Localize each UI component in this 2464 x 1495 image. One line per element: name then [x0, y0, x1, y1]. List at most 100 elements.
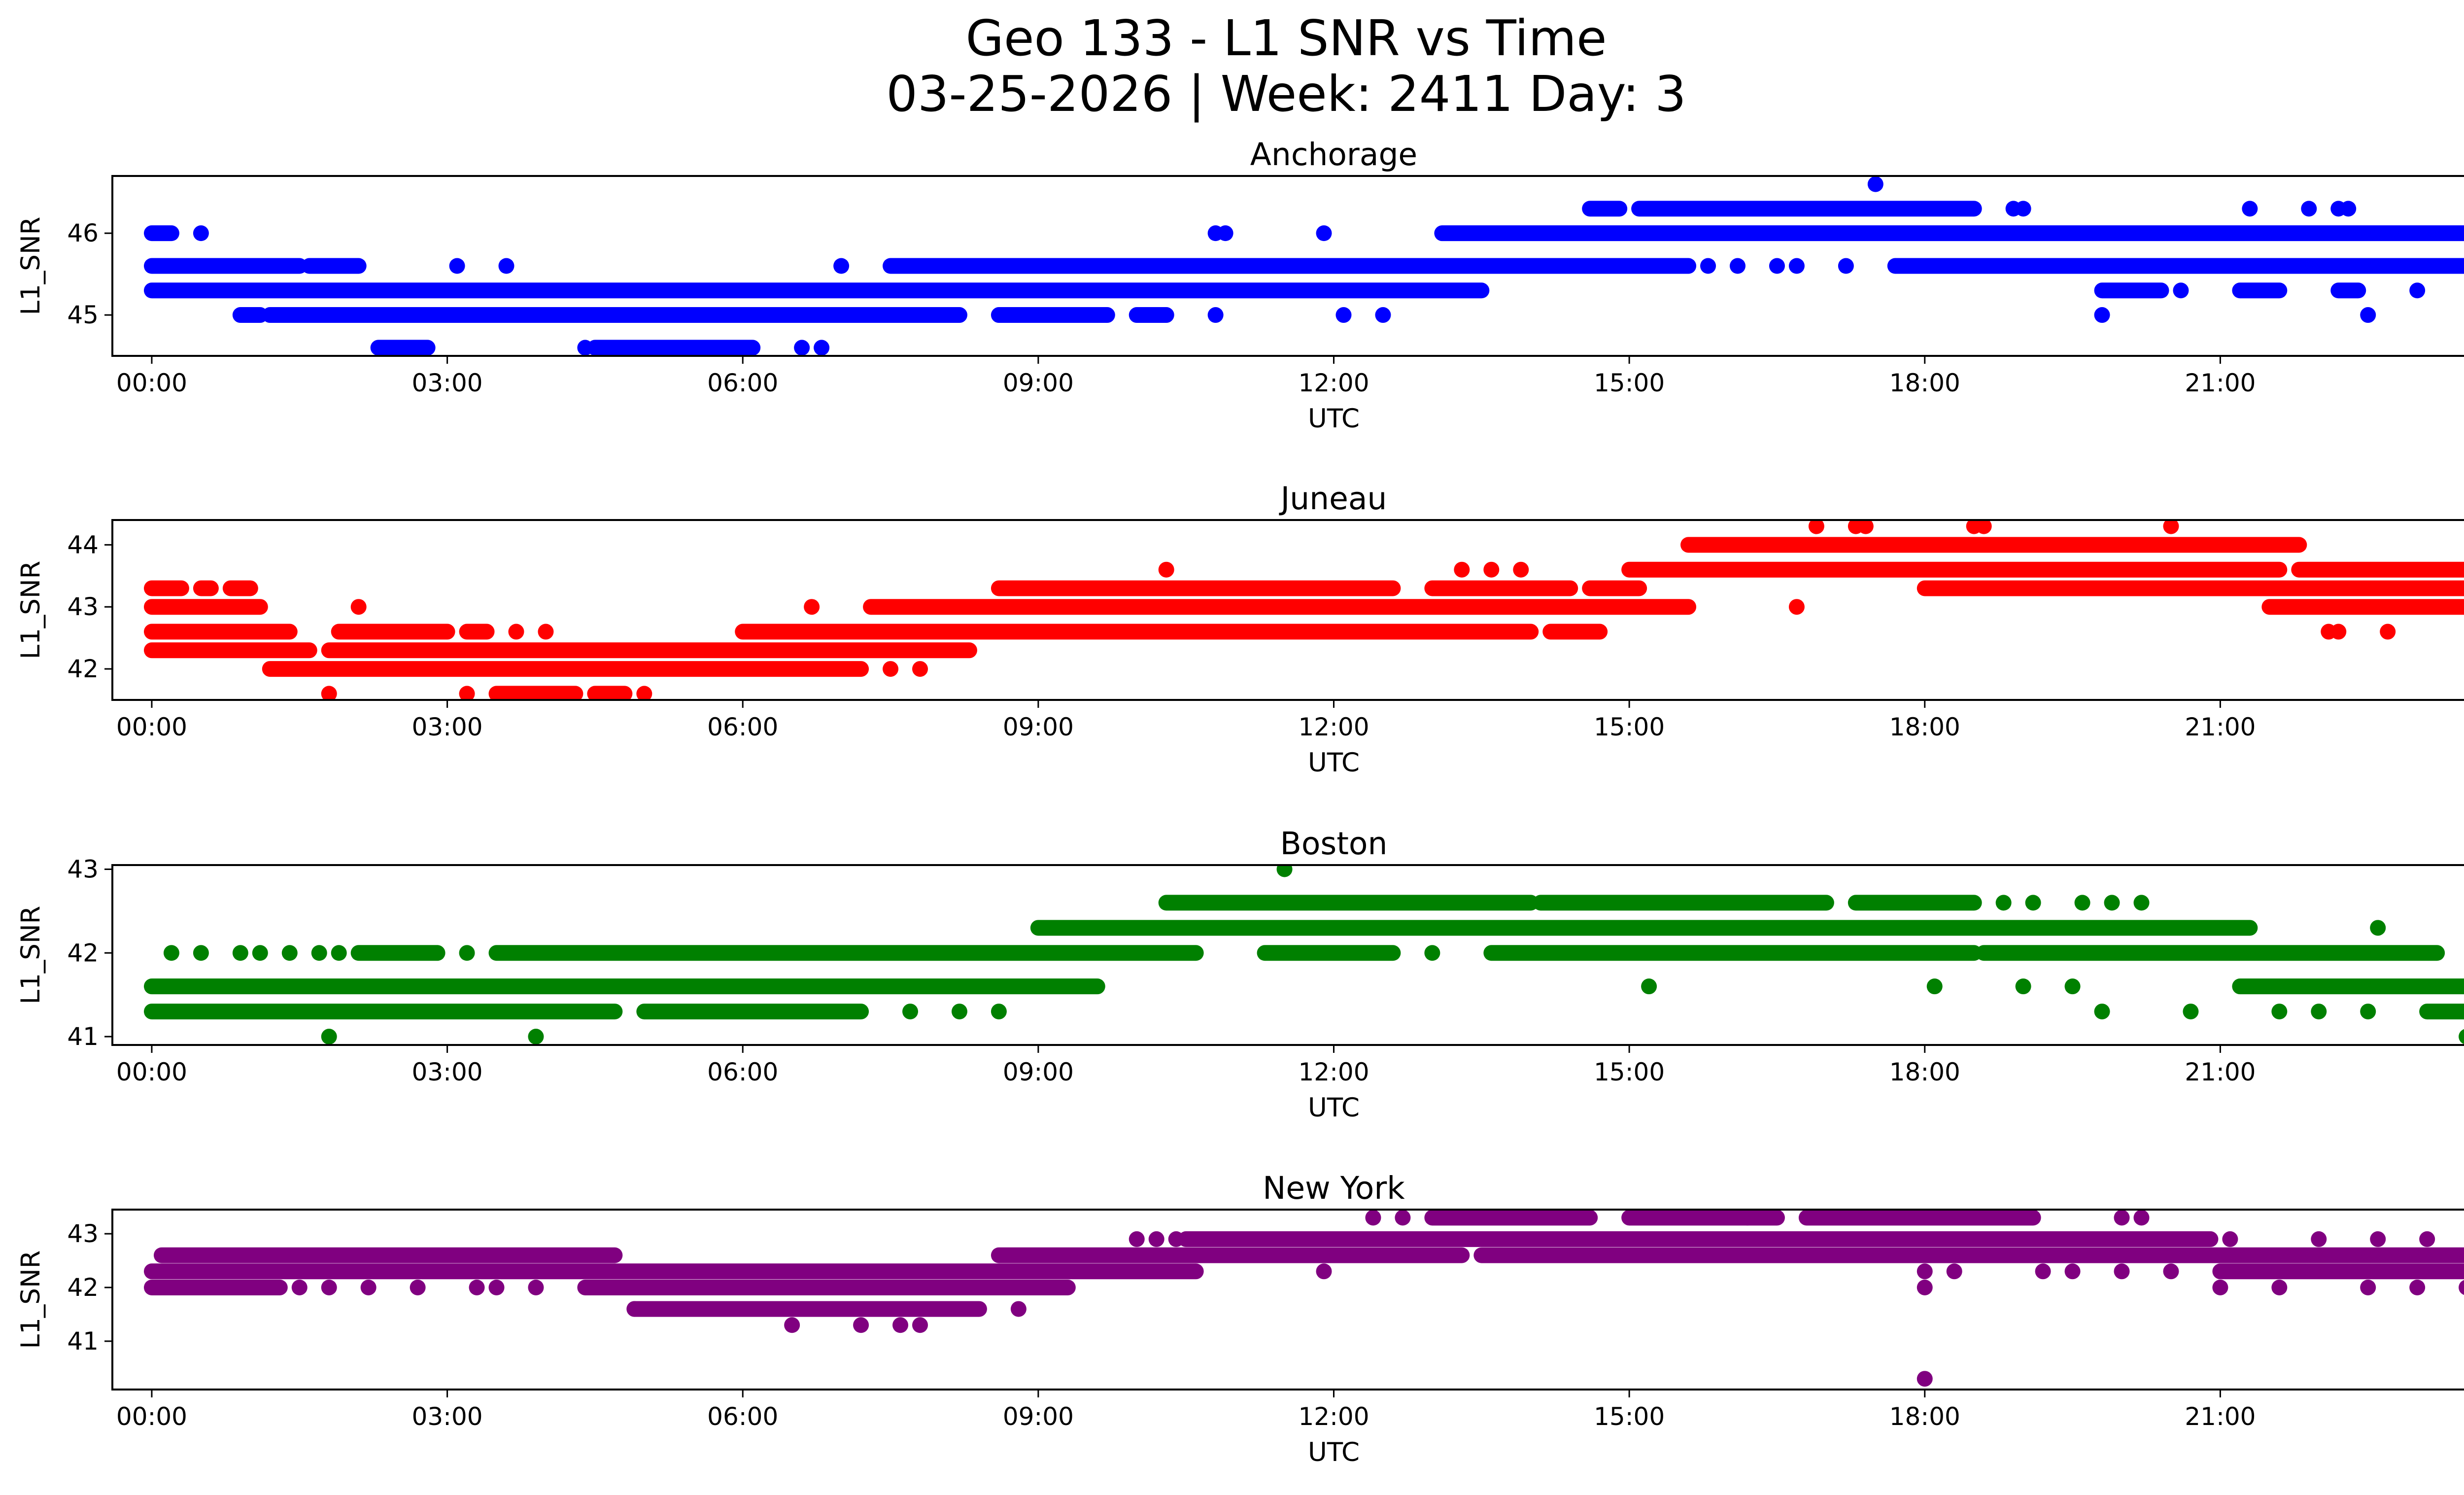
- data-point: [951, 1004, 967, 1020]
- data-point: [2163, 1263, 2179, 1280]
- series-anchorage: [143, 176, 2464, 356]
- data-point: [2114, 1263, 2130, 1280]
- data-point: [2064, 1263, 2081, 1280]
- x-tick-label: 09:00: [1003, 369, 1074, 397]
- figure-title-line2: 03-25-2026 | Week: 2411 Day: 3: [886, 65, 1686, 123]
- data-point: [360, 1279, 376, 1295]
- data-point: [350, 599, 367, 615]
- data-point: [163, 945, 179, 961]
- data-point: [577, 340, 593, 356]
- y-tick-label: 44: [67, 530, 99, 559]
- data-point: [2074, 895, 2090, 911]
- x-tick-label: 15:00: [1594, 1058, 1665, 1086]
- data-point: [1158, 561, 1174, 578]
- data-point: [2242, 201, 2258, 217]
- data-point: [912, 661, 928, 677]
- data-point: [883, 661, 899, 677]
- data-point: [1148, 1231, 1164, 1247]
- data-point: [833, 258, 850, 274]
- y-tick-label: 46: [67, 219, 99, 247]
- series-new-york: [143, 1210, 2464, 1387]
- y-tick-label: 43: [67, 592, 99, 621]
- data-point: [2409, 282, 2426, 299]
- subplot-juneau: Juneau 00:00 03:00 06:00 09:00 12:00 15:00 18:0…: [16, 481, 2464, 778]
- series-boston: [143, 865, 2464, 1045]
- data-point: [2370, 920, 2386, 936]
- data-point: [1739, 1210, 1755, 1226]
- data-point: [626, 1301, 643, 1317]
- data-point: [2212, 1279, 2228, 1295]
- x-tick-label: 09:00: [1003, 1058, 1074, 1086]
- x-tick-label: 09:00: [1003, 713, 1074, 741]
- data-point: [2064, 978, 2081, 995]
- x-tick-label: 12:00: [1298, 369, 1369, 397]
- data-point: [459, 945, 475, 961]
- subplot-title-boston: Boston: [1280, 826, 1388, 862]
- data-point: [193, 945, 209, 961]
- data-point: [1788, 258, 1805, 274]
- y-tick-label: 43: [67, 1219, 99, 1248]
- data-point: [1395, 1210, 1411, 1226]
- data-point: [469, 1279, 485, 1295]
- subplot-anchorage: Anchorage 00:00 03:00 06:00 09:00 12:00 15:00 1…: [16, 137, 2464, 434]
- data-point: [538, 624, 554, 640]
- data-point: [814, 340, 830, 356]
- data-point: [2173, 282, 2189, 299]
- data-point: [1916, 1263, 1933, 1280]
- data-point: [912, 1317, 928, 1333]
- data-point: [1375, 307, 1391, 323]
- x-tick-label: 06:00: [707, 1058, 778, 1086]
- figure-title-line1: Geo 133 - L1 SNR vs Time: [966, 9, 1607, 67]
- data-point: [1316, 1263, 1332, 1280]
- data-point: [2311, 1231, 2327, 1247]
- data-point: [2419, 1231, 2435, 1247]
- data-point: [892, 1317, 909, 1333]
- y-tick-label: 43: [67, 855, 99, 883]
- data-point: [321, 1029, 337, 1045]
- data-point: [281, 945, 298, 961]
- x-tick-label: 09:00: [1003, 1402, 1074, 1431]
- x-tick-label: 21:00: [2185, 713, 2256, 741]
- x-tick-label: 12:00: [1298, 1058, 1369, 1086]
- data-point: [2409, 1279, 2426, 1295]
- data-point: [528, 1029, 544, 1045]
- data-point: [1995, 895, 2012, 911]
- data-point: [2340, 201, 2357, 217]
- data-point: [498, 258, 514, 274]
- data-point: [2035, 1263, 2051, 1280]
- x-tick-label: 21:00: [2185, 1058, 2256, 1086]
- data-point: [311, 945, 327, 961]
- data-point: [804, 599, 820, 615]
- x-tick-label: 06:00: [707, 369, 778, 397]
- x-tick-label: 00:00: [116, 1402, 187, 1431]
- data-point: [1808, 520, 1824, 534]
- data-point: [1730, 258, 1746, 274]
- data-point: [2360, 1279, 2376, 1295]
- x-axis-label: UTC: [1308, 1093, 1360, 1123]
- series-juneau: [143, 520, 2464, 700]
- data-point: [1129, 1231, 1145, 1247]
- data-point: [2015, 201, 2031, 217]
- data-point: [2183, 1004, 2199, 1020]
- x-tick-label: 15:00: [1594, 1402, 1665, 1431]
- data-point: [1838, 258, 1854, 274]
- data-point: [2025, 895, 2041, 911]
- data-point: [1513, 561, 1529, 578]
- y-tick-label: 42: [67, 655, 99, 683]
- data-point: [2222, 1231, 2238, 1247]
- data-point: [2133, 895, 2150, 911]
- data-point: [291, 1279, 308, 1295]
- y-axis-label: L1_SNR: [16, 561, 46, 660]
- x-tick-label: 00:00: [116, 713, 187, 741]
- data-point: [488, 1279, 505, 1295]
- data-point: [2360, 307, 2376, 323]
- subplot-title-juneau: Juneau: [1279, 481, 1387, 517]
- data-point: [2015, 978, 2031, 995]
- data-point: [2163, 520, 2179, 534]
- data-point: [2271, 1279, 2288, 1295]
- data-point: [1335, 307, 1352, 323]
- data-point: [1316, 225, 1332, 242]
- data-point: [1454, 561, 1470, 578]
- data-point: [1788, 599, 1805, 615]
- data-point: [2459, 1029, 2464, 1044]
